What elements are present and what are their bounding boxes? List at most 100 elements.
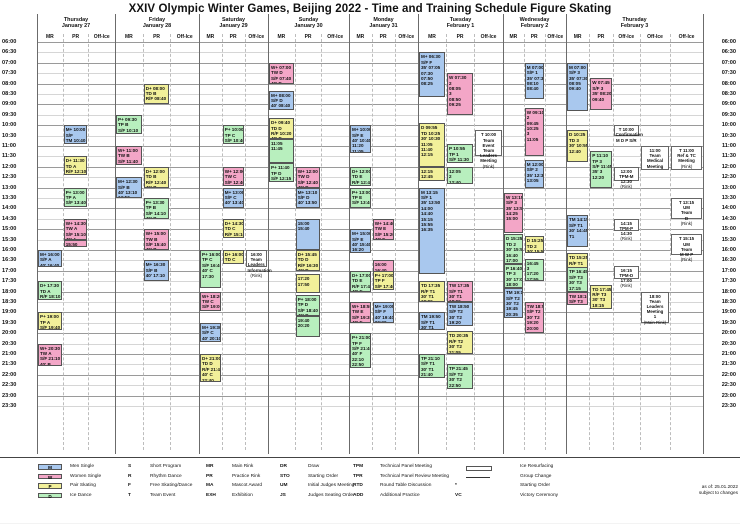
session-block[interactable]: TP 21:45 S/F T2 30' T2 22:50	[447, 364, 474, 389]
session-block[interactable]: D 09:55 TD 10:25 30' 10:30 11:05 11:40 12:15	[419, 123, 446, 167]
session-block[interactable]: M+ 16:30 S/F B 40' 17:10 17:50	[143, 260, 170, 282]
session-block[interactable]: 17:20 17:50	[295, 274, 321, 294]
session-block[interactable]: M 13:15 S/F 1 35' 13:50 14:00 14:40 15:15 15:5…	[419, 187, 446, 275]
session-block[interactable]: TW 17:35 S/F T1 30' T1 18:05	[447, 281, 474, 302]
meeting-note[interactable]: 14:15 TPM-P 14:30 (Rink)	[613, 218, 639, 241]
session-block[interactable]: D 10:25 TD 3 30' 10:55 12:40	[567, 130, 589, 162]
session-block[interactable]: 12:15 12:45	[419, 166, 446, 181]
meeting-note[interactable]: 16:00 Team Leaders Information (Rink)	[245, 250, 272, 278]
meeting-note[interactable]: 11:00 Team Medical Meeting	[640, 146, 670, 171]
session-block[interactable]: D+ 21:00 TD D R/F 21:40 40' C 22:40	[200, 354, 221, 382]
session-block[interactable]: M+ 15:00 S/F E 40' 15:40 16:20	[350, 229, 371, 254]
meeting-note[interactable]: T 11:00 Ref & TC Meeting (Rink)	[671, 146, 702, 171]
session-block[interactable]: 12:05 2 12:40	[447, 166, 474, 185]
session-block[interactable]: TP 16:45 S/F T3 30' T3 17:15	[567, 267, 589, 292]
meeting-note[interactable]: 18:00 Team Leaders Meeting 1 (Main Rink)	[640, 291, 670, 325]
session-block[interactable]: P+ 21:00 TP F S/F 21:40 40' F 22:10 22:50	[350, 333, 371, 368]
note-text: Team	[680, 246, 693, 252]
session-block[interactable]: M+ 13:00 S/F C 40' 13:40 14:20	[222, 187, 244, 209]
session-block[interactable]: P 11:10 TP 3 S/F 11:45 35' 3 12:20	[590, 151, 612, 188]
session-block[interactable]: M+ 13:10 S/F D 40' 13:50 14:30	[295, 187, 321, 209]
meeting-note[interactable]: T 10:00 Team Event Team Leaders Meeting (Rink…	[475, 130, 502, 169]
legend-description: Team Event	[150, 492, 176, 498]
session-block[interactable]: W 09:10 2 09:45 10:25 3 11:05	[524, 107, 544, 157]
session-block[interactable]: W+ 14:30 TW A S/F 15:10 40' A	[63, 218, 88, 240]
session-block[interactable]: M 07:00 S/F 3 35' 07:30 08:05 09:40	[567, 62, 589, 112]
session-block[interactable]: D+ 09:40 TD D R/F 10:20 40' D	[269, 118, 294, 140]
session-block[interactable]: P+ 13:30 TP B S/F 14:10 40' B	[143, 198, 170, 219]
session-block[interactable]: M+ 06:30 S/F F 35' 07:05 07:30 07:50 08:25	[419, 52, 446, 98]
session-block[interactable]: TD 20:35 R/F T2 30' T2 21:05	[447, 331, 474, 354]
session-block[interactable]: W+ 12:00 TW D S/F 12:40 40' D	[295, 166, 321, 188]
session-block[interactable]: TW 18:50 S/F T2 30' T2 19:20	[447, 302, 474, 327]
session-text: P+ 19:00	[40, 314, 59, 320]
session-block[interactable]: TD 17:35 R/F T1 30' T1 18:05	[419, 281, 446, 302]
session-block[interactable]: W 07:30 2 08:05 3 08:50 09:25	[447, 73, 474, 115]
session-block[interactable]: W+ 15:00 TW B S/F 15:40 40' B	[143, 229, 170, 250]
meeting-note[interactable]: T 15:15 UM Team M W P (Rink)	[671, 234, 702, 262]
session-block[interactable]: D+ 12:00 TD B R/F 12:40 40' B	[143, 166, 170, 188]
session-block[interactable]: M+ 19:00 S/F F 40' 19:40 20:20	[372, 302, 394, 323]
session-text: 40' B	[40, 361, 51, 367]
session-block[interactable]: 16:45 3 17:20 17:55	[524, 258, 544, 282]
meeting-note[interactable]: T 10:00 Confirmation M D P S/R	[613, 125, 643, 143]
column-divider	[639, 34, 641, 450]
session-block[interactable]: TD 17:45 R/F T3 30' T3 18:15	[590, 284, 612, 309]
session-block[interactable]: 11:05 11:45	[269, 139, 294, 164]
session-block[interactable]: M 12:00S/F 235' 12:3513:05	[524, 159, 544, 188]
session-block[interactable]: 15:50	[63, 239, 88, 247]
meeting-note[interactable]: 16:15 TPM-D 17:00 (Rink)	[613, 265, 639, 288]
session-block[interactable]: D+ 08:00 TD B R/F 08:40 40' A	[143, 83, 170, 105]
session-block[interactable]: W+ 07:00 TW D S/F 07:40 40' D	[269, 62, 294, 84]
session-block[interactable]: M+ 10:00 S/F E 40' 10:40 11:20 11:05	[350, 125, 371, 153]
session-block[interactable]: 19:40 20:20	[295, 315, 321, 337]
session-block[interactable]: P+ 18:00 TP D S/F 18:40 40' D	[295, 295, 321, 316]
meeting-note[interactable]: T 13:15 UM Team D (Rink)	[671, 198, 702, 226]
session-block[interactable]: M+ 12:30 S/F B 40' 13:10 13:50	[116, 177, 142, 198]
session-block[interactable]: M+ 16:00 S/F A 40' 16:40	[38, 250, 62, 268]
note-text: Meeting	[646, 163, 664, 169]
session-text: 17:20	[297, 276, 310, 282]
session-block[interactable]: W+ 14:40 TW E S/F 15:20 40' E	[372, 218, 394, 240]
meeting-note[interactable]: 12:00 TPM-M 12:30 (Rink)	[613, 166, 639, 189]
session-block[interactable]: M+ 08:00S/F D40' 08:4009:20	[269, 90, 294, 110]
session-text: TP C	[202, 257, 213, 263]
session-block[interactable]: W 07:45 S/F 3 35' 08:20 09:40	[590, 78, 612, 110]
legend-description: Main Rink	[232, 464, 254, 469]
session-block[interactable]: P+ 16:00 TP C S/F 16:40 40' C 17:30	[200, 250, 221, 289]
session-block[interactable]: D+ 15:45 TD D R/F 16:30 40' D	[295, 250, 321, 271]
session-block[interactable]: TM 14:15 S/F T1 30' 14:45 T1	[567, 215, 589, 247]
session-block[interactable]: 15:00 15:40	[295, 218, 321, 250]
